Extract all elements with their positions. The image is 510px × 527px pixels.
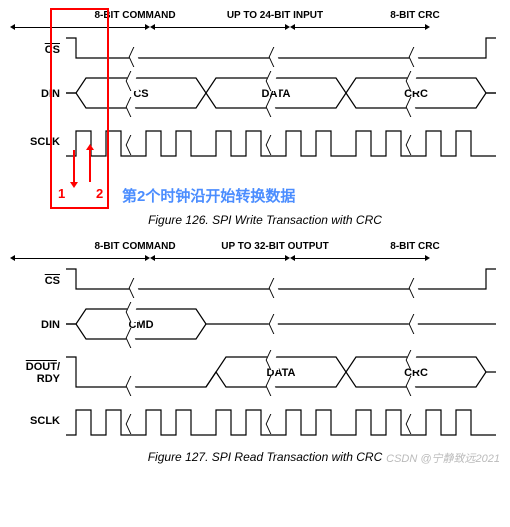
dout-label: DOUT/RDY (10, 361, 66, 385)
din-label-127: DIN (10, 319, 66, 331)
cs-label: CS (45, 44, 60, 56)
caption-126: Figure 126. SPI Write Transaction with C… (10, 213, 510, 227)
section-arrows-126 (10, 23, 510, 33)
dout-row-127: DOUT/RDY DATA CRC (10, 352, 510, 394)
section-arrows-127 (10, 254, 510, 264)
figure-126: 8-BIT COMMAND UP TO 24-BIT INPUT 8-BIT C… (10, 10, 510, 205)
section-crc-127: 8-BIT CRC (345, 241, 485, 252)
din-row-126: DIN CS DATA CRC (10, 73, 510, 115)
din-label: DIN (10, 88, 66, 100)
section-crc: 8-BIT CRC (345, 10, 485, 21)
section-cmd: 8-BIT COMMAND (65, 10, 205, 21)
section-labels-126: 8-BIT COMMAND UP TO 24-BIT INPUT 8-BIT C… (10, 10, 510, 21)
caption-127: Figure 127. SPI Read Transaction with CR… (10, 450, 510, 464)
sclk-label: SCLK (10, 136, 66, 148)
blue-annotation: 第2个时钟沿开始转换数据 (122, 185, 295, 206)
section-output-127: UP TO 32-BIT OUTPUT (205, 241, 345, 252)
section-labels-127: 8-BIT COMMAND UP TO 32-BIT OUTPUT 8-BIT … (10, 241, 510, 252)
figure-127: 8-BIT COMMAND UP TO 32-BIT OUTPUT 8-BIT … (10, 241, 510, 442)
section-input: UP TO 24-BIT INPUT (205, 10, 345, 21)
cs-row-126: CS (10, 33, 510, 67)
anno-2: 2 (96, 186, 103, 201)
sclk-label-127: SCLK (10, 415, 66, 427)
din-row-127: DIN CMD (10, 304, 510, 346)
cs-label-127: CS (45, 275, 60, 287)
sclk-row-127: SCLK (10, 400, 510, 442)
watermark: CSDN @宁静致远2021 (386, 450, 500, 466)
anno-1: 1 (58, 186, 65, 201)
sclk-row-126: SCLK (10, 121, 510, 163)
section-cmd-127: 8-BIT COMMAND (65, 241, 205, 252)
cs-row-127: CS (10, 264, 510, 298)
